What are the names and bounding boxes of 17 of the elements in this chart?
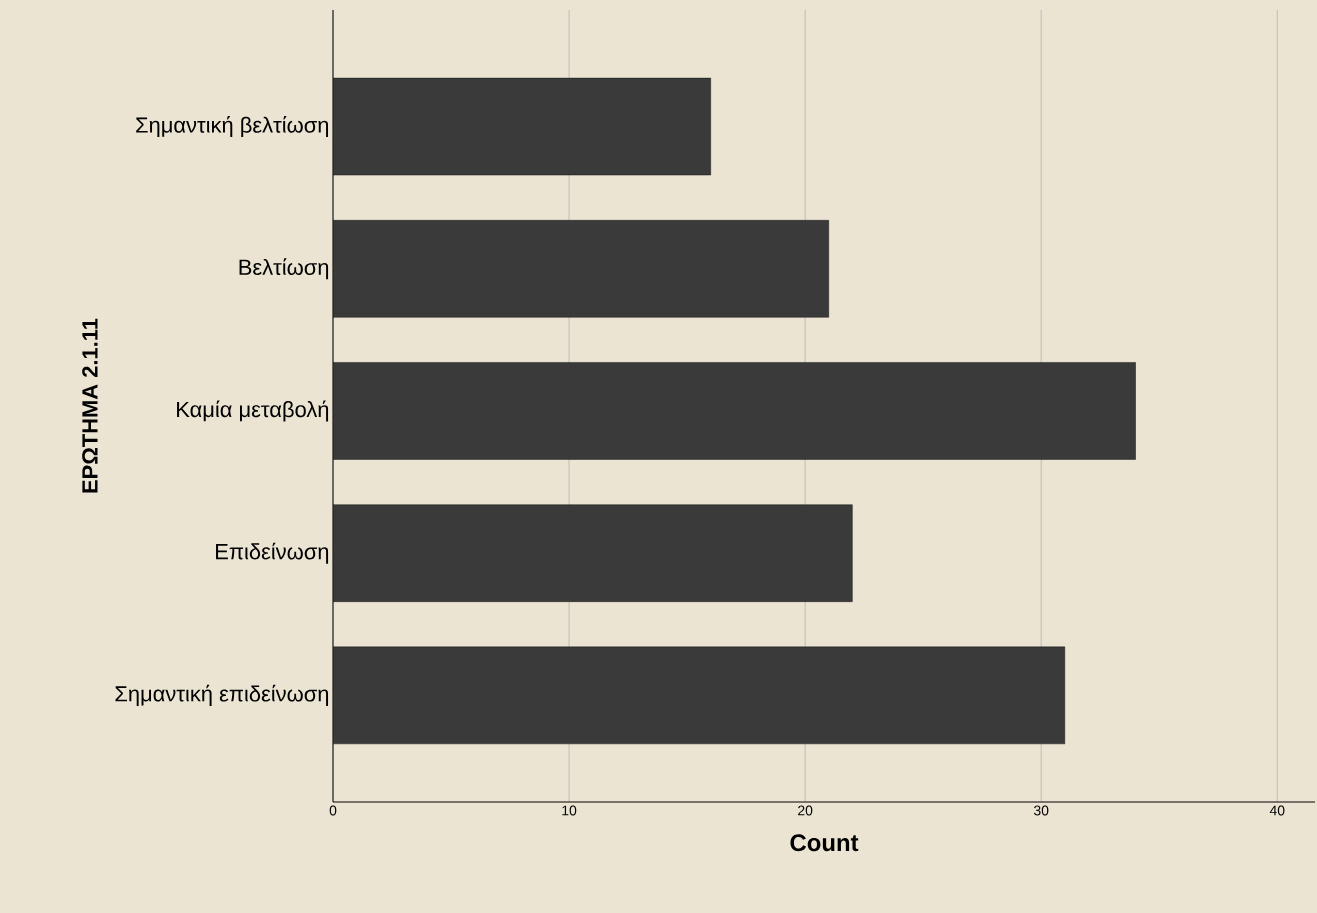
y-axis-title: ΕΡΩΤΗΜΑ 2.1.11 xyxy=(82,318,98,493)
x-axis-title: Count xyxy=(790,834,859,852)
x-tick-label: 40 xyxy=(1269,805,1285,816)
x-tick-label: 10 xyxy=(562,805,577,816)
x-tick-label: 20 xyxy=(798,805,813,816)
y-tick-label: Επιδείνωση xyxy=(216,542,329,564)
y-tick-label: Καμία μεταβολή xyxy=(177,400,329,422)
bar xyxy=(333,646,1065,745)
bar xyxy=(333,220,829,318)
x-tick-label: 30 xyxy=(1033,805,1049,816)
bar xyxy=(333,504,853,602)
x-tick-label: 0 xyxy=(329,805,337,816)
bar xyxy=(333,362,1136,460)
bar xyxy=(333,77,711,176)
y-tick-label: Σημαντική επιδείνωση xyxy=(115,684,329,706)
y-tick-label: Βελτίωση xyxy=(239,258,329,280)
y-tick-label: Σημαντική βελτίωση xyxy=(136,116,329,138)
